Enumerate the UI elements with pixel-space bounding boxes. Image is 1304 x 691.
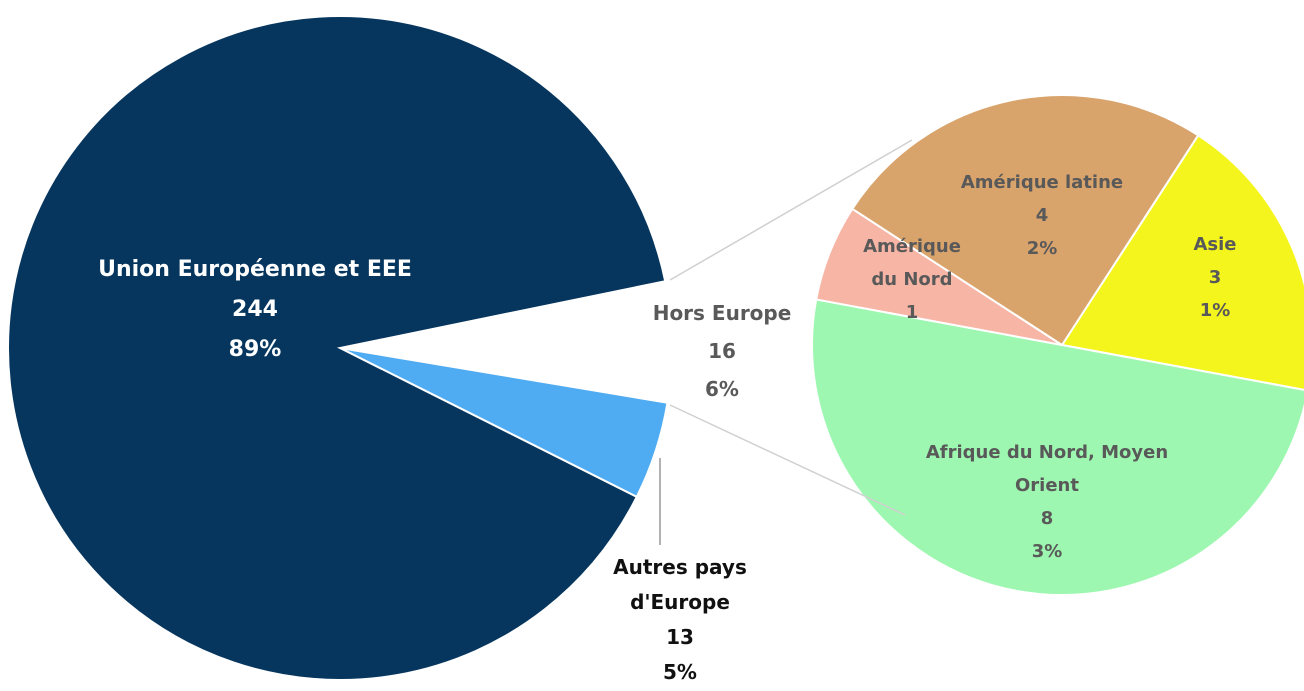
label-value: 8 xyxy=(1040,508,1054,529)
pie-slice xyxy=(811,298,1304,596)
slice-label: Union Européenne et EEE 244 89% xyxy=(45,250,465,370)
label-category: Autres pays d'Europe xyxy=(613,555,747,614)
label-value: 16 xyxy=(708,339,736,363)
connector-line xyxy=(669,404,906,516)
label-category: Amérique latine xyxy=(960,172,1124,193)
label-category: Union Européenne et EEE xyxy=(98,257,412,282)
pie-slice xyxy=(7,15,667,681)
label-value: 1 xyxy=(905,302,919,323)
label-value: 13 xyxy=(666,625,694,649)
label-percent: 89% xyxy=(228,337,282,362)
label-percent: 1% xyxy=(1199,300,1231,321)
slice-label: Amérique du Nord 1 xyxy=(852,230,972,329)
pie-slice xyxy=(339,280,673,404)
slice-label: Asie 3 1% xyxy=(1155,228,1275,327)
connector-line xyxy=(669,139,913,281)
label-percent: 5% xyxy=(663,660,697,684)
label-category: Afrique du Nord, Moyen Orient xyxy=(925,442,1169,496)
label-category: Amérique du Nord xyxy=(863,236,961,290)
slice-label: Amérique latine 4 2% xyxy=(922,166,1162,265)
label-percent: 3% xyxy=(1031,541,1063,562)
label-value: 4 xyxy=(1035,205,1049,226)
pie-slice xyxy=(850,93,1200,347)
slice-label: Afrique du Nord, Moyen Orient 8 3% xyxy=(897,436,1197,568)
label-value: 3 xyxy=(1208,267,1222,288)
label-percent: 2% xyxy=(1026,238,1058,259)
label-value: 244 xyxy=(232,297,278,322)
slice-label: Hors Europe 16 6% xyxy=(622,294,822,408)
slice-label: Autres pays d'Europe 13 5% xyxy=(605,550,755,690)
label-category: Asie xyxy=(1193,234,1237,255)
label-category: Hors Europe xyxy=(652,301,792,325)
label-percent: 6% xyxy=(705,377,739,401)
pie-slice xyxy=(1060,133,1304,391)
